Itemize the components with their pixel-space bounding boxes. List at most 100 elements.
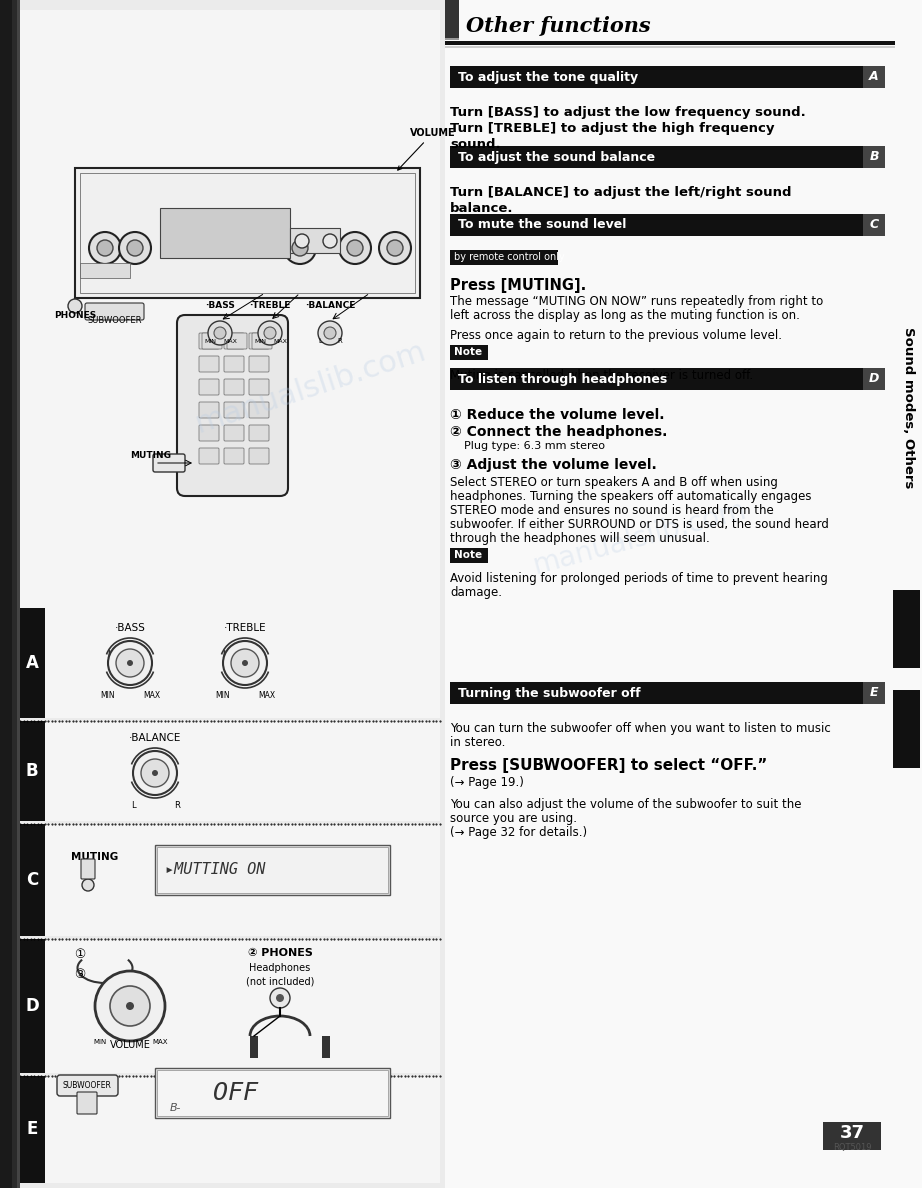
Circle shape xyxy=(324,327,336,339)
Bar xyxy=(20,721,440,821)
Bar xyxy=(20,1076,440,1183)
Bar xyxy=(20,10,440,608)
FancyBboxPatch shape xyxy=(199,333,219,349)
FancyBboxPatch shape xyxy=(252,333,272,349)
Circle shape xyxy=(119,232,151,264)
Circle shape xyxy=(230,240,235,246)
Text: ①: ① xyxy=(75,948,86,961)
FancyBboxPatch shape xyxy=(224,402,244,418)
Bar xyxy=(290,228,340,253)
Text: A: A xyxy=(869,70,879,83)
Circle shape xyxy=(133,751,177,795)
Circle shape xyxy=(276,994,284,1001)
Text: (→ Page 19.): (→ Page 19.) xyxy=(450,776,524,789)
Text: ·BALANCE: ·BALANCE xyxy=(305,301,355,310)
Circle shape xyxy=(295,234,309,248)
Circle shape xyxy=(195,240,199,246)
Text: (not included): (not included) xyxy=(246,977,314,986)
Text: Turn [BALANCE] to adjust the left/right sound: Turn [BALANCE] to adjust the left/right … xyxy=(450,187,791,200)
Bar xyxy=(450,67,863,88)
Bar xyxy=(450,368,863,390)
Bar xyxy=(20,824,45,936)
Text: SUBWOOFER: SUBWOOFER xyxy=(63,1081,112,1091)
FancyBboxPatch shape xyxy=(77,1092,97,1114)
Circle shape xyxy=(379,232,411,264)
Circle shape xyxy=(183,240,187,246)
Bar xyxy=(20,824,440,936)
Bar xyxy=(450,548,488,563)
Text: MIN: MIN xyxy=(204,339,216,345)
Bar xyxy=(20,939,440,1073)
Bar xyxy=(12,0,17,1188)
Text: RQT5019: RQT5019 xyxy=(833,1143,871,1152)
Circle shape xyxy=(68,299,82,312)
Text: ② PHONES: ② PHONES xyxy=(248,948,313,958)
FancyBboxPatch shape xyxy=(249,448,269,465)
Text: MUTING: MUTING xyxy=(71,852,119,862)
Bar xyxy=(863,146,885,168)
Circle shape xyxy=(97,240,113,255)
Text: MAX: MAX xyxy=(152,1040,168,1045)
FancyBboxPatch shape xyxy=(249,402,269,418)
Bar xyxy=(80,263,130,278)
Text: To adjust the sound balance: To adjust the sound balance xyxy=(458,151,656,164)
Circle shape xyxy=(127,661,133,666)
Circle shape xyxy=(339,232,371,264)
Bar xyxy=(20,1076,45,1183)
FancyBboxPatch shape xyxy=(224,379,244,394)
Text: MAX: MAX xyxy=(273,339,287,345)
Circle shape xyxy=(292,240,308,255)
Circle shape xyxy=(110,986,150,1026)
FancyBboxPatch shape xyxy=(81,859,95,879)
Bar xyxy=(445,42,895,45)
Circle shape xyxy=(242,661,248,666)
Text: B: B xyxy=(26,762,39,781)
Text: 37: 37 xyxy=(840,1124,865,1142)
Bar xyxy=(863,67,885,88)
Circle shape xyxy=(126,1001,134,1010)
Text: C: C xyxy=(26,871,38,889)
Circle shape xyxy=(219,240,223,246)
Bar xyxy=(0,0,445,1188)
Text: through the headphones will seem unusual.: through the headphones will seem unusual… xyxy=(450,532,710,545)
Text: MUTING: MUTING xyxy=(130,451,171,460)
Bar xyxy=(20,608,45,718)
Text: balance.: balance. xyxy=(450,202,514,215)
Bar xyxy=(155,845,390,895)
Circle shape xyxy=(323,234,337,248)
Text: B: B xyxy=(869,151,879,164)
Text: VOLUME: VOLUME xyxy=(110,1040,150,1050)
Text: MIN: MIN xyxy=(254,339,266,345)
Text: subwoofer. If either SURROUND or DTS is used, the sound heard: subwoofer. If either SURROUND or DTS is … xyxy=(450,518,829,531)
Text: ③: ③ xyxy=(75,968,86,981)
Text: Note: Note xyxy=(454,347,482,358)
Text: MIN: MIN xyxy=(216,691,230,700)
Bar xyxy=(450,682,863,704)
Bar xyxy=(863,368,885,390)
Text: To mute the sound level: To mute the sound level xyxy=(458,219,626,232)
FancyBboxPatch shape xyxy=(224,356,244,372)
Bar xyxy=(863,682,885,704)
FancyBboxPatch shape xyxy=(249,333,269,349)
Bar xyxy=(322,1036,330,1059)
FancyBboxPatch shape xyxy=(249,356,269,372)
Text: ·BASS: ·BASS xyxy=(114,623,146,633)
Text: D: D xyxy=(25,997,39,1015)
FancyBboxPatch shape xyxy=(249,425,269,441)
Bar xyxy=(0,0,12,1188)
Text: The message “MUTING ON NOW” runs repeatedly from right to: The message “MUTING ON NOW” runs repeate… xyxy=(450,295,823,308)
Text: Turn [BASS] to adjust the low frequency sound.: Turn [BASS] to adjust the low frequency … xyxy=(450,106,806,119)
Text: source you are using.: source you are using. xyxy=(450,813,577,824)
Circle shape xyxy=(223,642,267,685)
Bar xyxy=(250,1036,258,1059)
Circle shape xyxy=(231,649,259,677)
Text: manualslib.com: manualslib.com xyxy=(530,497,750,580)
Circle shape xyxy=(387,240,403,255)
Text: L: L xyxy=(318,339,322,345)
Text: SUBWOOFER: SUBWOOFER xyxy=(88,316,142,326)
Circle shape xyxy=(258,321,282,345)
FancyBboxPatch shape xyxy=(224,425,244,441)
Circle shape xyxy=(207,240,211,246)
Text: MIN: MIN xyxy=(100,691,115,700)
FancyBboxPatch shape xyxy=(249,379,269,394)
